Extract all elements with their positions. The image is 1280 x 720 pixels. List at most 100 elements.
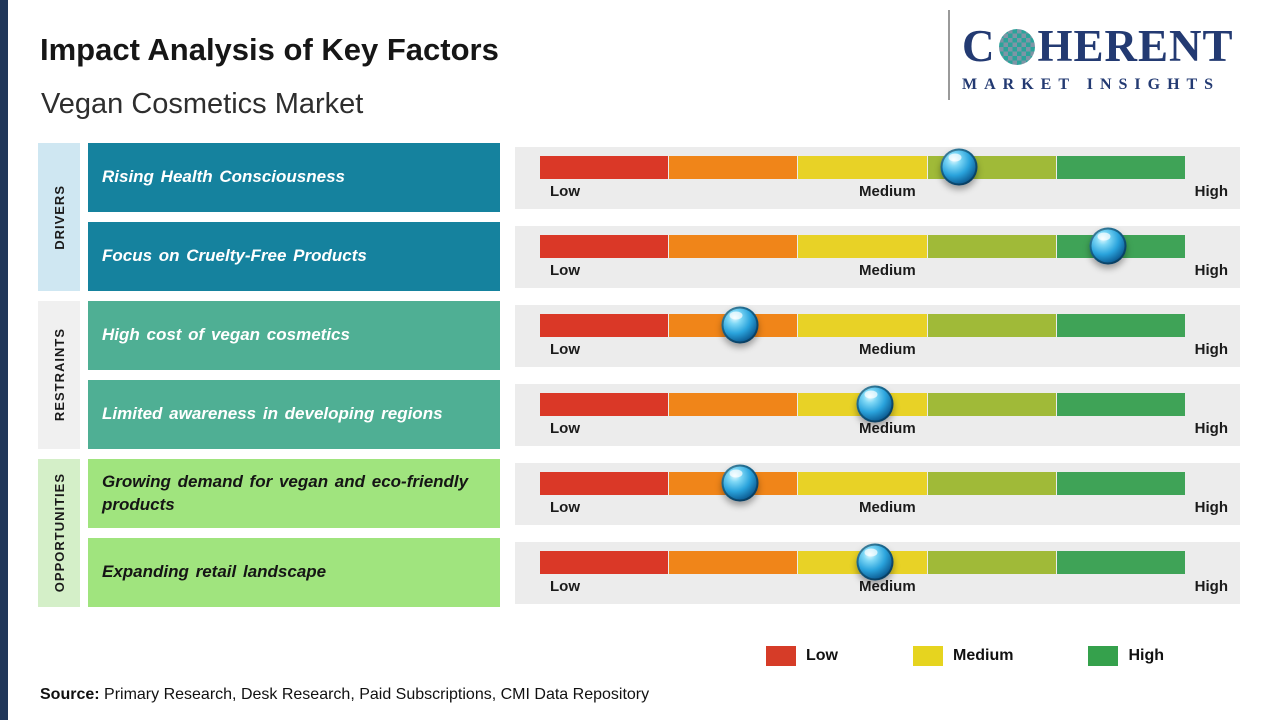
impact-bar-track <box>540 306 1186 344</box>
impact-marker <box>721 464 759 502</box>
brand-mosaic-o-icon <box>998 28 1035 65</box>
factor-row: Rising Health Consciousness Low Medium H… <box>88 143 1240 212</box>
bar-segment <box>927 392 1056 416</box>
factor-row: Expanding retail landscape Low Medium Hi… <box>88 538 1240 607</box>
impact-bar-track <box>540 227 1186 265</box>
bar-segment <box>1056 313 1186 337</box>
bar-segment <box>669 550 798 574</box>
impact-bar-track <box>540 464 1186 502</box>
scale-label-low: Low <box>550 340 580 358</box>
factor-box: Growing demand for vegan and eco-friendl… <box>88 459 500 528</box>
scale-labels: Low Medium High <box>550 183 1228 200</box>
scale-label-medium: Medium <box>859 419 916 437</box>
bar-segment <box>927 313 1056 337</box>
factor-box: Limited awareness in developing regions <box>88 380 500 449</box>
factor-box: Focus on Cruelty-Free Products <box>88 222 500 291</box>
legend-swatch <box>1088 646 1119 666</box>
legend-swatch <box>913 646 943 666</box>
category-block-restraints: RESTRAINTS <box>38 301 80 449</box>
factor-label: Expanding retail landscape <box>102 562 327 582</box>
factor-label: Growing demand for vegan and eco-friendl… <box>102 471 469 514</box>
scale-label-low: Low <box>550 577 580 595</box>
impact-marker <box>1089 227 1127 265</box>
factor-row: Limited awareness in developing regions … <box>88 380 1240 449</box>
legend-label: High <box>1128 647 1164 664</box>
left-accent-strip <box>0 0 8 720</box>
bar-segment <box>798 313 927 337</box>
factor-label: Rising Health Consciousness <box>102 167 345 187</box>
scale-labels: Low Medium High <box>550 262 1228 279</box>
legend-item-medium: Medium <box>913 646 1013 666</box>
legend-swatch <box>766 646 796 666</box>
scale-label-high: High <box>1194 340 1228 358</box>
category-label: DRIVERS <box>51 184 67 250</box>
source-label: Source: <box>40 686 100 703</box>
factor-rows: Rising Health Consciousness Low Medium H… <box>88 143 1240 607</box>
category-label: RESTRAINTS <box>51 328 67 422</box>
bar-segment <box>1056 392 1186 416</box>
bar-segment <box>669 234 798 258</box>
factor-label: High cost of vegan cosmetics <box>102 325 350 345</box>
bar-segment <box>540 392 669 416</box>
impact-strip: Low Medium High <box>515 146 1240 209</box>
bar-segment <box>1056 155 1186 179</box>
impact-marker <box>856 543 894 581</box>
legend-item-high: High <box>1088 646 1164 666</box>
scale-label-low: Low <box>550 419 580 437</box>
impact-bar-track <box>540 148 1186 186</box>
scale-labels: Low Medium High <box>550 578 1228 595</box>
bar-segment <box>540 234 669 258</box>
bar-segment <box>927 234 1056 258</box>
impact-strip: Low Medium High <box>515 383 1240 446</box>
bar-segment <box>540 155 669 179</box>
scale-labels: Low Medium High <box>550 499 1228 516</box>
scale-label-medium: Medium <box>859 577 916 595</box>
brand-name: C HERENT <box>962 24 1234 69</box>
legend-label: Low <box>806 647 838 664</box>
scale-label-medium: Medium <box>859 340 916 358</box>
bar-segment <box>1056 550 1186 574</box>
scale-label-low: Low <box>550 498 580 516</box>
factor-label: Limited awareness in developing regions <box>102 404 443 424</box>
impact-bar-track <box>540 385 1186 423</box>
impact-strip: Low Medium High <box>515 462 1240 525</box>
bar-segment <box>798 155 927 179</box>
bar-segment <box>927 550 1056 574</box>
impact-strip: Low Medium High <box>515 225 1240 288</box>
impact-marker <box>940 148 978 186</box>
factor-box: Rising Health Consciousness <box>88 143 500 212</box>
source-text: Primary Research, Desk Research, Paid Su… <box>99 686 650 703</box>
logo-divider <box>948 10 950 100</box>
category-block-opportunities: OPPORTUNITIES <box>38 459 80 607</box>
factor-row: High cost of vegan cosmetics Low Medium … <box>88 301 1240 370</box>
bar-segment <box>540 471 669 495</box>
scale-label-medium: Medium <box>859 498 916 516</box>
bar-segment <box>927 471 1056 495</box>
page-title: Impact Analysis of Key Factors <box>40 32 499 67</box>
category-sidebar: DRIVERS RESTRAINTS OPPORTUNITIES <box>38 143 80 607</box>
page-subtitle: Vegan Cosmetics Market <box>41 88 364 120</box>
scale-label-high: High <box>1194 498 1228 516</box>
brand-letters-rest: HERENT <box>1037 21 1234 71</box>
brand-tagline: MARKET INSIGHTS <box>962 76 1221 93</box>
factor-row: Growing demand for vegan and eco-friendl… <box>88 459 1240 528</box>
brand-letter-c: C <box>962 21 996 71</box>
factor-row: Focus on Cruelty-Free Products Low Mediu… <box>88 222 1240 291</box>
impact-strip: Low Medium High <box>515 541 1240 604</box>
scale-labels: Low Medium High <box>550 420 1228 437</box>
scale-label-medium: Medium <box>859 182 916 200</box>
impact-marker <box>856 385 894 423</box>
bar-segment <box>669 155 798 179</box>
category-block-drivers: DRIVERS <box>38 143 80 291</box>
impact-strip: Low Medium High <box>515 304 1240 367</box>
impact-bar-track <box>540 543 1186 581</box>
impact-marker <box>721 306 759 344</box>
bar-segment <box>1056 471 1186 495</box>
legend-item-low: Low <box>766 646 838 666</box>
legend: Low Medium High <box>766 646 1164 666</box>
scale-label-low: Low <box>550 182 580 200</box>
scale-label-high: High <box>1194 261 1228 279</box>
scale-label-high: High <box>1194 182 1228 200</box>
legend-label: Medium <box>953 647 1014 664</box>
